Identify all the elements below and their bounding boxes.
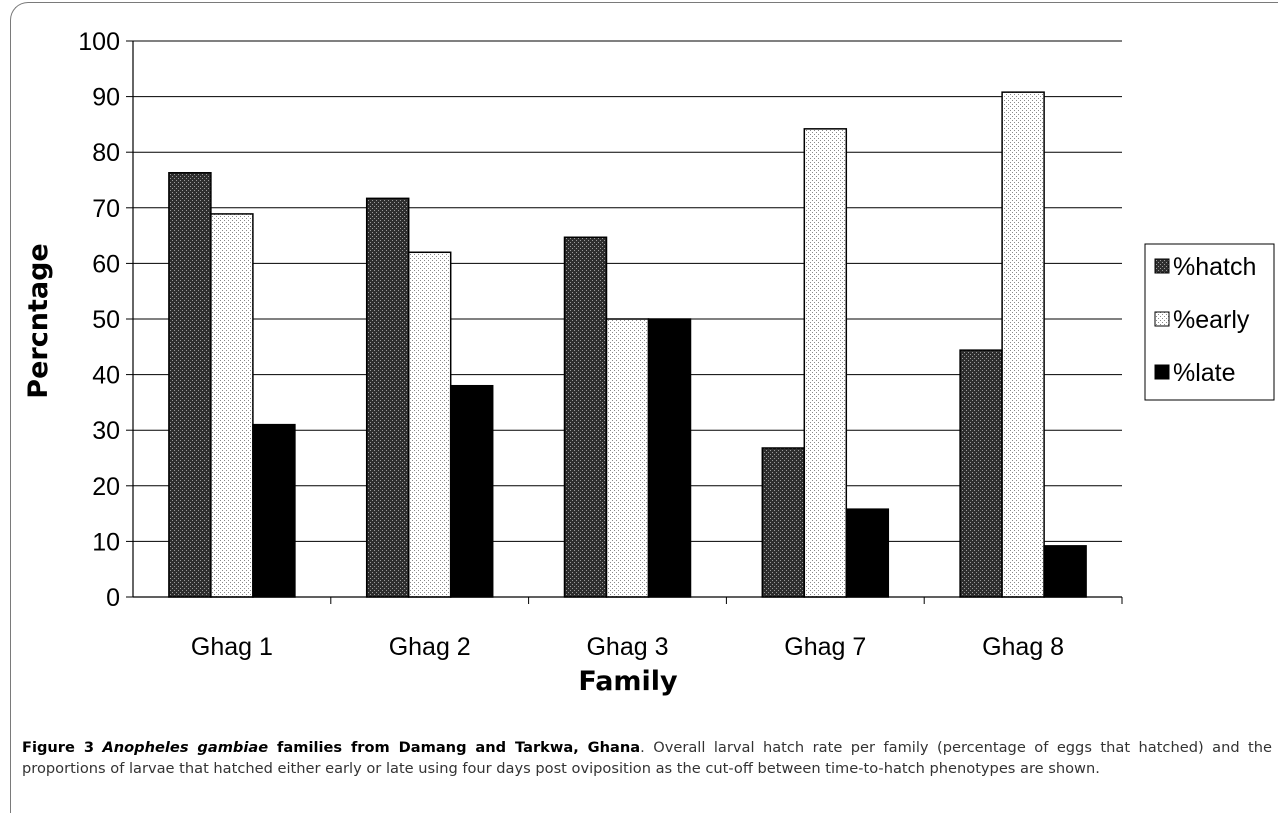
- legend-swatch: [1154, 364, 1170, 380]
- x-category-label: Ghag 3: [586, 633, 668, 661]
- bar-pct-early-ghag-2: [407, 251, 452, 598]
- y-tick-label: 70: [92, 195, 120, 223]
- bar-pct-early-ghag-1: [210, 213, 254, 598]
- bar-pct-hatch-ghag-2: [365, 197, 410, 598]
- bar-pct-late-ghag-2: [449, 384, 494, 598]
- bar-pct-early-ghag-3: [605, 318, 650, 598]
- bars: [168, 91, 1087, 598]
- y-tick-label: 20: [92, 473, 120, 501]
- bar-pct-hatch-ghag-3: [563, 236, 608, 598]
- x-category-label: Ghag 2: [389, 633, 471, 661]
- caption-title-italic: Anopheles gambiae: [102, 739, 269, 756]
- bar-pct-late-ghag-3: [647, 318, 692, 598]
- bar-pct-late-ghag-1: [252, 423, 296, 598]
- y-tick-labels: 0 10 20 30 40 50 60 70 80 90 100: [78, 28, 120, 612]
- caption-title: families from Damang and Tarkwa, Ghana: [268, 739, 641, 756]
- x-category-labels: Ghag 1 Ghag 2 Ghag 3 Ghag 7 Ghag 8: [191, 633, 1064, 661]
- y-tick-label: 90: [92, 84, 120, 112]
- figure-caption: Figure 3 Anopheles gambiae families from…: [22, 737, 1272, 779]
- y-tick-label: 80: [92, 139, 120, 167]
- caption-label: Figure 3: [22, 739, 94, 756]
- bar-pct-early-ghag-7: [803, 128, 848, 598]
- legend-label: %early: [1173, 306, 1250, 334]
- bar-pct-late-ghag-8: [1043, 545, 1087, 598]
- x-category-label: Ghag 7: [784, 633, 866, 661]
- bar-pct-hatch-ghag-1: [168, 172, 212, 598]
- legend: %hatch %early %late: [1144, 243, 1275, 401]
- axes: [126, 40, 1123, 604]
- legend-swatch: [1154, 311, 1170, 327]
- x-category-label: Ghag 8: [982, 633, 1064, 661]
- y-tick-label: 0: [106, 584, 120, 612]
- y-tick-label: 100: [78, 28, 120, 56]
- legend-label: %hatch: [1173, 253, 1256, 281]
- x-axis-title: Family: [578, 666, 678, 697]
- bar-pct-hatch-ghag-8: [959, 349, 1003, 598]
- y-tick-label: 10: [92, 528, 120, 556]
- legend-label: %late: [1173, 359, 1236, 387]
- bar-pct-early-ghag-8: [1001, 91, 1045, 598]
- y-tick-label: 50: [92, 306, 120, 334]
- y-tick-label: 30: [92, 417, 120, 445]
- figure-frame: [10, 2, 1278, 813]
- y-tick-label: 40: [92, 362, 120, 390]
- caption-body: . Overall larval hatch rate per family (…: [22, 739, 1273, 777]
- x-category-label: Ghag 1: [191, 633, 273, 661]
- y-tick-label: 60: [92, 250, 120, 278]
- legend-swatch: [1154, 258, 1170, 274]
- bar-pct-hatch-ghag-7: [761, 447, 806, 598]
- bar-pct-late-ghag-7: [845, 508, 890, 598]
- y-axis-title: Percntage: [23, 243, 54, 398]
